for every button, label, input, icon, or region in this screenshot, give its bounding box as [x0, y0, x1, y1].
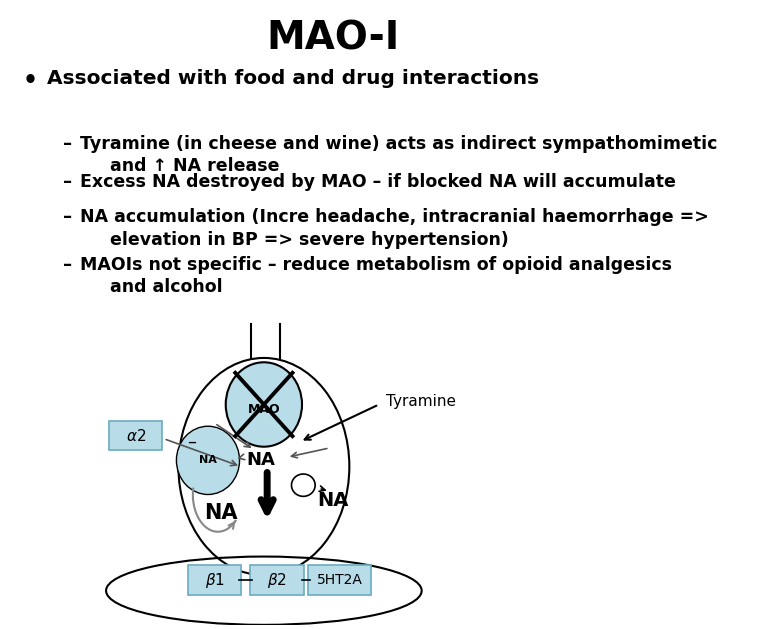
Text: –: –	[63, 208, 73, 226]
Text: MAO: MAO	[247, 403, 280, 416]
Text: –: –	[63, 135, 73, 152]
Text: MAO-I: MAO-I	[266, 19, 400, 58]
FancyBboxPatch shape	[188, 565, 241, 595]
Text: $\alpha$2: $\alpha$2	[125, 428, 146, 443]
Text: $\beta$1: $\beta$1	[205, 571, 225, 589]
Text: NA: NA	[317, 491, 349, 510]
Text: NA: NA	[199, 455, 217, 465]
Text: NA: NA	[246, 452, 275, 469]
Text: Associated with food and drug interactions: Associated with food and drug interactio…	[47, 69, 539, 88]
FancyBboxPatch shape	[109, 421, 162, 450]
Text: Tyramine: Tyramine	[386, 394, 455, 409]
Circle shape	[291, 474, 315, 496]
Text: –: –	[187, 433, 196, 451]
Ellipse shape	[176, 426, 240, 494]
Text: MAOIs not specific – reduce metabolism of opioid analgesics
     and alcohol: MAOIs not specific – reduce metabolism o…	[80, 255, 672, 296]
Text: $\beta$2: $\beta$2	[267, 571, 287, 589]
FancyBboxPatch shape	[250, 565, 304, 595]
FancyBboxPatch shape	[308, 565, 371, 595]
Text: Excess NA destroyed by MAO – if blocked NA will accumulate: Excess NA destroyed by MAO – if blocked …	[80, 173, 676, 191]
Ellipse shape	[226, 362, 302, 447]
Text: 5HT2A: 5HT2A	[316, 573, 363, 587]
Text: NA accumulation (Incre headache, intracranial haemorrhage =>
     elevation in B: NA accumulation (Incre headache, intracr…	[80, 208, 709, 248]
Text: Tyramine (in cheese and wine) acts as indirect sympathomimetic
     and ↑ NA rel: Tyramine (in cheese and wine) acts as in…	[80, 135, 717, 175]
Text: •: •	[22, 69, 38, 93]
Text: –: –	[63, 173, 73, 191]
Text: NA: NA	[204, 503, 238, 523]
Text: –: –	[63, 255, 73, 274]
